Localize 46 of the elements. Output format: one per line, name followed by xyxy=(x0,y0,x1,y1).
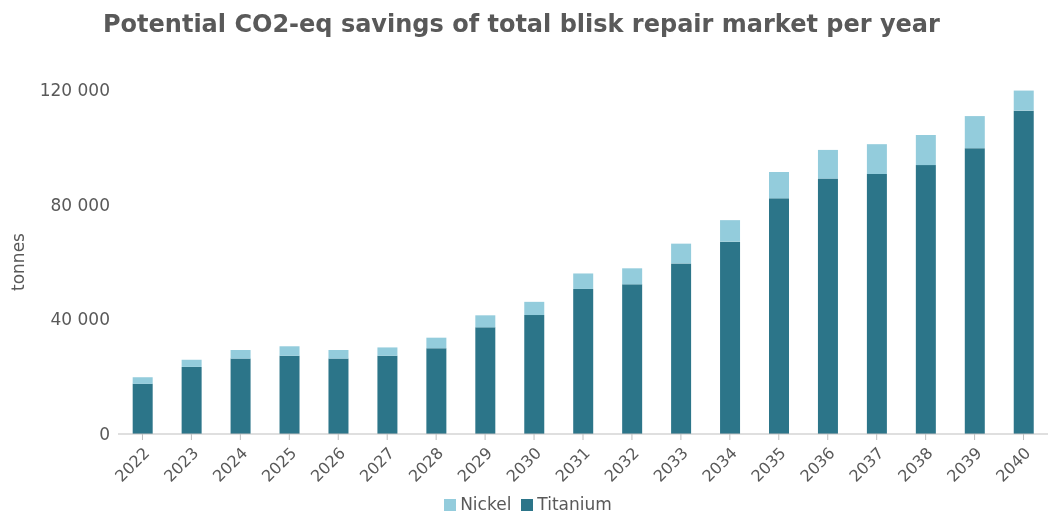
bar xyxy=(230,350,251,359)
bar xyxy=(915,135,936,166)
bar xyxy=(720,241,741,434)
bar xyxy=(1013,110,1034,434)
bar xyxy=(573,288,594,434)
bar xyxy=(866,173,887,434)
y-axis-title: tonnes xyxy=(8,232,29,291)
y-tick-label: 80 000 xyxy=(50,194,110,215)
bar xyxy=(866,144,887,174)
bar xyxy=(230,358,251,434)
bar xyxy=(769,198,789,434)
bar xyxy=(720,220,741,242)
bar xyxy=(524,301,545,316)
bar xyxy=(964,116,985,149)
bar xyxy=(769,171,789,199)
bar xyxy=(181,359,202,367)
legend-label: Titanium xyxy=(537,494,612,514)
y-tick-label: 0 xyxy=(99,424,110,445)
bar xyxy=(524,315,545,434)
bar xyxy=(475,315,496,328)
bar xyxy=(426,348,447,434)
bar xyxy=(964,148,985,434)
legend-label: Nickel xyxy=(460,494,512,514)
bar xyxy=(475,327,496,434)
bar xyxy=(622,284,643,434)
bar xyxy=(573,273,594,289)
bar xyxy=(622,268,643,285)
bar xyxy=(426,337,447,349)
bar xyxy=(377,347,398,356)
bar xyxy=(671,263,692,434)
bar xyxy=(328,350,349,359)
bar xyxy=(279,355,300,434)
bar xyxy=(817,178,838,434)
bar xyxy=(132,377,153,384)
bar xyxy=(181,366,202,434)
y-tick-label: 40 000 xyxy=(50,309,110,330)
bar xyxy=(328,358,349,434)
bar xyxy=(1013,90,1034,111)
bar xyxy=(377,355,398,434)
bar xyxy=(279,346,300,356)
bar xyxy=(671,243,692,264)
bar xyxy=(915,165,936,434)
y-tick-label: 120 000 xyxy=(39,80,110,101)
bar xyxy=(817,149,838,179)
chart-title: Potential CO2-eq savings of total blisk repair market per year xyxy=(102,9,941,40)
bar xyxy=(132,383,153,434)
